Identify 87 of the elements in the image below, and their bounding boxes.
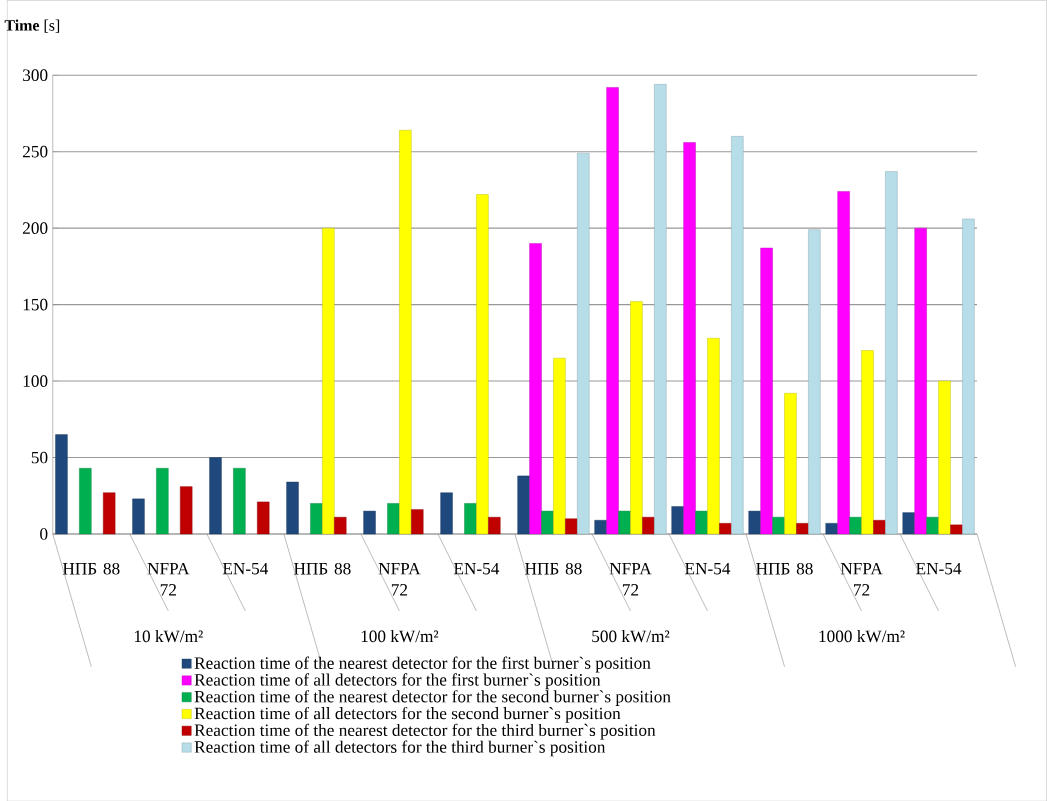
bar — [529, 242, 542, 534]
bar — [926, 516, 939, 534]
bar — [808, 229, 821, 534]
y-axis-title: Time [s] — [4, 19, 60, 33]
x-tick-label: НПБ 88 — [293, 562, 351, 575]
bar — [257, 501, 270, 534]
bar — [180, 486, 193, 534]
bar — [334, 516, 347, 534]
bar — [719, 522, 732, 534]
bar — [565, 518, 578, 534]
y-tick-label: 50 — [31, 451, 48, 464]
text: 10 kW/m² — [134, 629, 203, 643]
bar — [914, 227, 927, 534]
text: 100 kW/m² — [361, 629, 439, 643]
legend-label: Reaction time of all detectors for the first burner`s position — [194, 673, 601, 689]
legend-label: Reaction time of the nearest detector for the second burner`s position — [194, 689, 671, 706]
bar — [873, 519, 886, 534]
x-tick-label: NFPA 72 — [378, 562, 421, 596]
y-tick-label: 200 — [22, 222, 48, 234]
bar — [642, 516, 655, 534]
bar — [695, 510, 708, 534]
y-tick-label: 0 — [40, 527, 48, 540]
bar — [464, 502, 477, 534]
x-tick-label: NFPA 72 — [840, 562, 883, 596]
x-tick-label: НПБ 88 — [525, 562, 582, 575]
bar — [760, 247, 773, 534]
bar — [488, 516, 501, 534]
bar — [103, 492, 116, 534]
bar — [748, 510, 761, 534]
bar — [517, 475, 530, 534]
x-tick-label: НПБ 88 — [756, 562, 813, 575]
x-tick-label: НПБ 88 — [62, 562, 120, 575]
bar — [541, 510, 554, 534]
bar — [132, 498, 145, 534]
bar — [363, 510, 376, 534]
x-tick-label: EN-54 — [222, 562, 269, 575]
bar — [387, 502, 400, 534]
bar — [707, 337, 720, 534]
bar — [671, 506, 684, 534]
bar — [654, 83, 667, 534]
bar — [784, 392, 797, 534]
bar — [938, 380, 951, 534]
bar — [55, 434, 68, 534]
bar — [772, 516, 785, 534]
bar — [399, 129, 412, 534]
x-tick-label: NFPA 72 — [147, 562, 190, 596]
bar — [962, 218, 975, 534]
bar — [233, 467, 246, 534]
bar — [209, 457, 222, 534]
x-tick-label: EN-54 — [916, 562, 962, 575]
x-tick-label: EN-54 — [685, 562, 731, 575]
legend-label: Reaction time of the nearest detector for the third burner`s position — [194, 723, 656, 740]
bar — [553, 357, 566, 534]
bar — [286, 481, 299, 534]
y-tick-label: 250 — [22, 145, 48, 158]
bar — [156, 467, 169, 534]
x-tick-label: NFPA 72 — [609, 562, 652, 596]
bar — [476, 194, 489, 534]
bar — [861, 350, 874, 534]
bar — [618, 510, 631, 534]
bar — [322, 227, 335, 534]
bar — [79, 467, 92, 534]
legend-label: Reaction time of all detectors for the third burner`s position — [194, 740, 606, 757]
bar — [731, 135, 744, 534]
bar — [683, 142, 696, 534]
bar — [577, 152, 590, 534]
bar — [606, 86, 619, 534]
bar — [837, 190, 850, 534]
y-tick-label: 100 — [23, 375, 48, 387]
y-tick-label: 300 — [23, 69, 48, 81]
legend-label: Reaction time of all detectors for the second burner`s position — [194, 706, 621, 723]
text: 1000 kW/m² — [819, 629, 905, 643]
bar — [902, 512, 915, 534]
bar — [310, 502, 323, 534]
bar — [440, 492, 453, 534]
text: 500 kW/m² — [592, 629, 670, 643]
bar — [796, 522, 809, 534]
bar — [885, 171, 898, 534]
bar — [849, 516, 862, 534]
bar — [825, 522, 838, 534]
bar — [630, 301, 643, 534]
x-tick-label: EN-54 — [453, 562, 500, 575]
bar — [411, 509, 424, 534]
bar — [594, 519, 607, 534]
bar — [950, 524, 963, 534]
legend-label: Reaction time of the nearest detector for the first burner`s position — [194, 656, 651, 673]
y-tick-label: 150 — [23, 298, 48, 311]
